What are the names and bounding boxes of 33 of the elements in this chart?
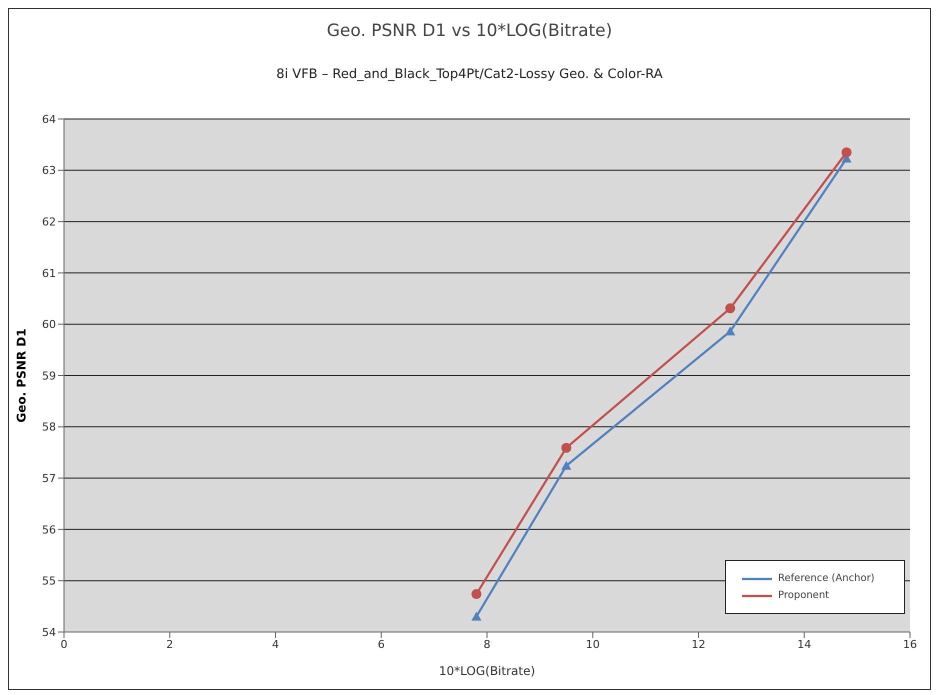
y-tick-label: 61 xyxy=(42,266,56,280)
x-tick-label: 2 xyxy=(166,638,174,651)
y-tick-label: 59 xyxy=(42,369,56,382)
x-tick-label: 10 xyxy=(586,638,600,651)
x-tick-label: 12 xyxy=(692,638,706,651)
x-tick-label: 6 xyxy=(378,638,385,651)
point xyxy=(725,326,736,336)
x-tick-label: 14 xyxy=(797,638,812,651)
legend-label: Proponent xyxy=(778,590,830,601)
y-tick-label: 62 xyxy=(42,216,56,229)
legend-label: Reference (Anchor) xyxy=(778,573,875,584)
y-tick-label: 56 xyxy=(42,523,56,536)
y-tick-label: 54 xyxy=(42,626,56,639)
x-tick-label: 0 xyxy=(60,638,68,651)
chart-subtitle: 8i VFB – Red_and_Black_Top4Pt/Cat2-Lossy Geo. & Color-RA xyxy=(275,67,664,82)
x-axis-title: 10*LOG(Bitrate) xyxy=(438,664,536,678)
point xyxy=(561,442,572,453)
point xyxy=(471,589,482,600)
point xyxy=(842,147,852,158)
y-tick-label: 60 xyxy=(42,318,56,332)
y-tick-label: 57 xyxy=(42,472,56,486)
point xyxy=(725,303,736,314)
point xyxy=(561,460,572,470)
x-tick-label: 8 xyxy=(484,638,490,651)
chart-title: Geo. PSNR D1 vs 10*LOG(Bitrate) xyxy=(326,21,614,41)
x-tick-label: 16 xyxy=(903,638,917,651)
x-tick-label: 4 xyxy=(272,638,279,651)
y-tick-label: 64 xyxy=(42,112,56,126)
y-tick-label: 55 xyxy=(42,574,56,588)
point xyxy=(471,612,482,621)
y-tick-label: 63 xyxy=(42,164,56,178)
y-axis-title: Geo. PSNR D1 xyxy=(14,328,28,423)
y-tick-label: 58 xyxy=(42,420,56,434)
